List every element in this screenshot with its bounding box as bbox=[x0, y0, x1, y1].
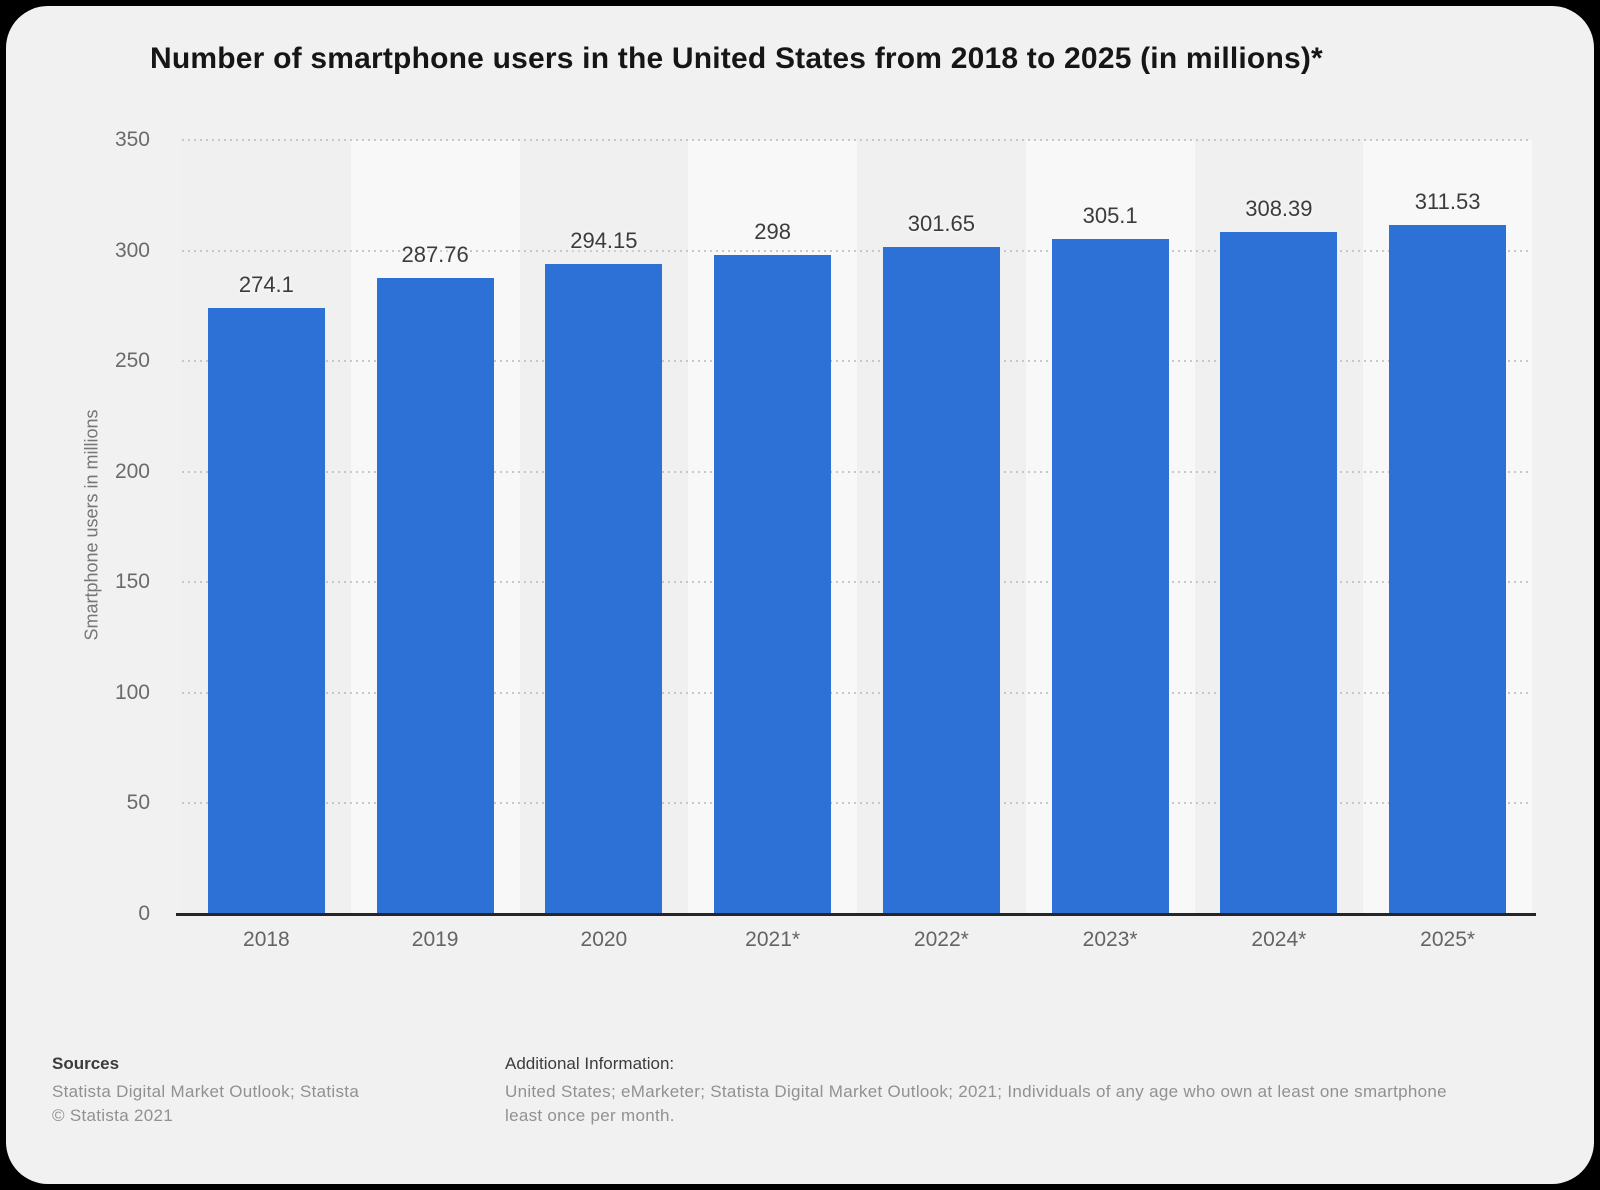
x-tick-label: 2018 bbox=[243, 928, 290, 951]
copyright-text: © Statista 2021 bbox=[52, 1106, 173, 1125]
bar bbox=[1220, 232, 1338, 914]
chart-card: Number of smartphone users in the United… bbox=[6, 6, 1594, 1184]
bar bbox=[1051, 239, 1169, 914]
gridline bbox=[182, 139, 1532, 141]
bar-value-label: 305.1 bbox=[1082, 203, 1138, 229]
additional-info-label: Additional Information: bbox=[505, 1054, 675, 1073]
x-axis-line bbox=[176, 913, 1536, 916]
y-axis-title: Smartphone users in millions bbox=[81, 409, 102, 641]
bar-value-label: 294.15 bbox=[570, 227, 638, 253]
x-tick-label: 2024* bbox=[1251, 928, 1307, 951]
gridline bbox=[182, 691, 1532, 694]
gridline bbox=[182, 581, 1532, 584]
x-tick-label: 2019 bbox=[411, 928, 459, 951]
bar bbox=[545, 263, 663, 914]
bar-value-label: 308.39 bbox=[1245, 196, 1313, 222]
bar bbox=[376, 277, 494, 914]
bar bbox=[207, 307, 325, 914]
bar bbox=[714, 254, 832, 914]
x-tick-label: 2020 bbox=[580, 928, 628, 951]
additional-info-line1: United States; eMarketer; Statista Digit… bbox=[505, 1082, 1447, 1101]
y-tick-label: 250 bbox=[114, 349, 150, 373]
gridline bbox=[182, 802, 1532, 805]
x-tick-label: 2021* bbox=[745, 928, 801, 951]
bar bbox=[1389, 225, 1507, 914]
y-tick-label: 350 bbox=[114, 128, 150, 151]
gridline bbox=[182, 470, 1532, 473]
chart-title: Number of smartphone users in the United… bbox=[150, 42, 1323, 75]
x-tick-label: 2025* bbox=[1420, 928, 1476, 951]
x-tick-label: 2023* bbox=[1082, 928, 1138, 951]
y-tick-label: 0 bbox=[138, 902, 150, 925]
bar bbox=[882, 246, 1000, 914]
y-tick-label: 300 bbox=[114, 238, 150, 262]
sources-label: Sources bbox=[52, 1054, 120, 1073]
bar-value-label: 301.65 bbox=[907, 210, 976, 236]
bar-value-label: 274.1 bbox=[238, 271, 294, 297]
x-tick-label: 2022* bbox=[913, 928, 969, 951]
bar-value-label: 298 bbox=[754, 218, 791, 244]
additional-info-line2: least once per month. bbox=[505, 1106, 675, 1125]
y-tick-label: 100 bbox=[114, 680, 150, 704]
gridline bbox=[182, 360, 1532, 363]
bar-value-label: 287.76 bbox=[401, 241, 469, 267]
sources-text: Statista Digital Market Outlook; Statist… bbox=[52, 1082, 360, 1101]
y-tick-label: 50 bbox=[126, 791, 150, 815]
y-tick-label: 150 bbox=[114, 570, 150, 594]
bar-value-label: 311.53 bbox=[1414, 189, 1481, 215]
y-tick-label: 200 bbox=[114, 459, 150, 483]
gridline bbox=[182, 249, 1532, 252]
